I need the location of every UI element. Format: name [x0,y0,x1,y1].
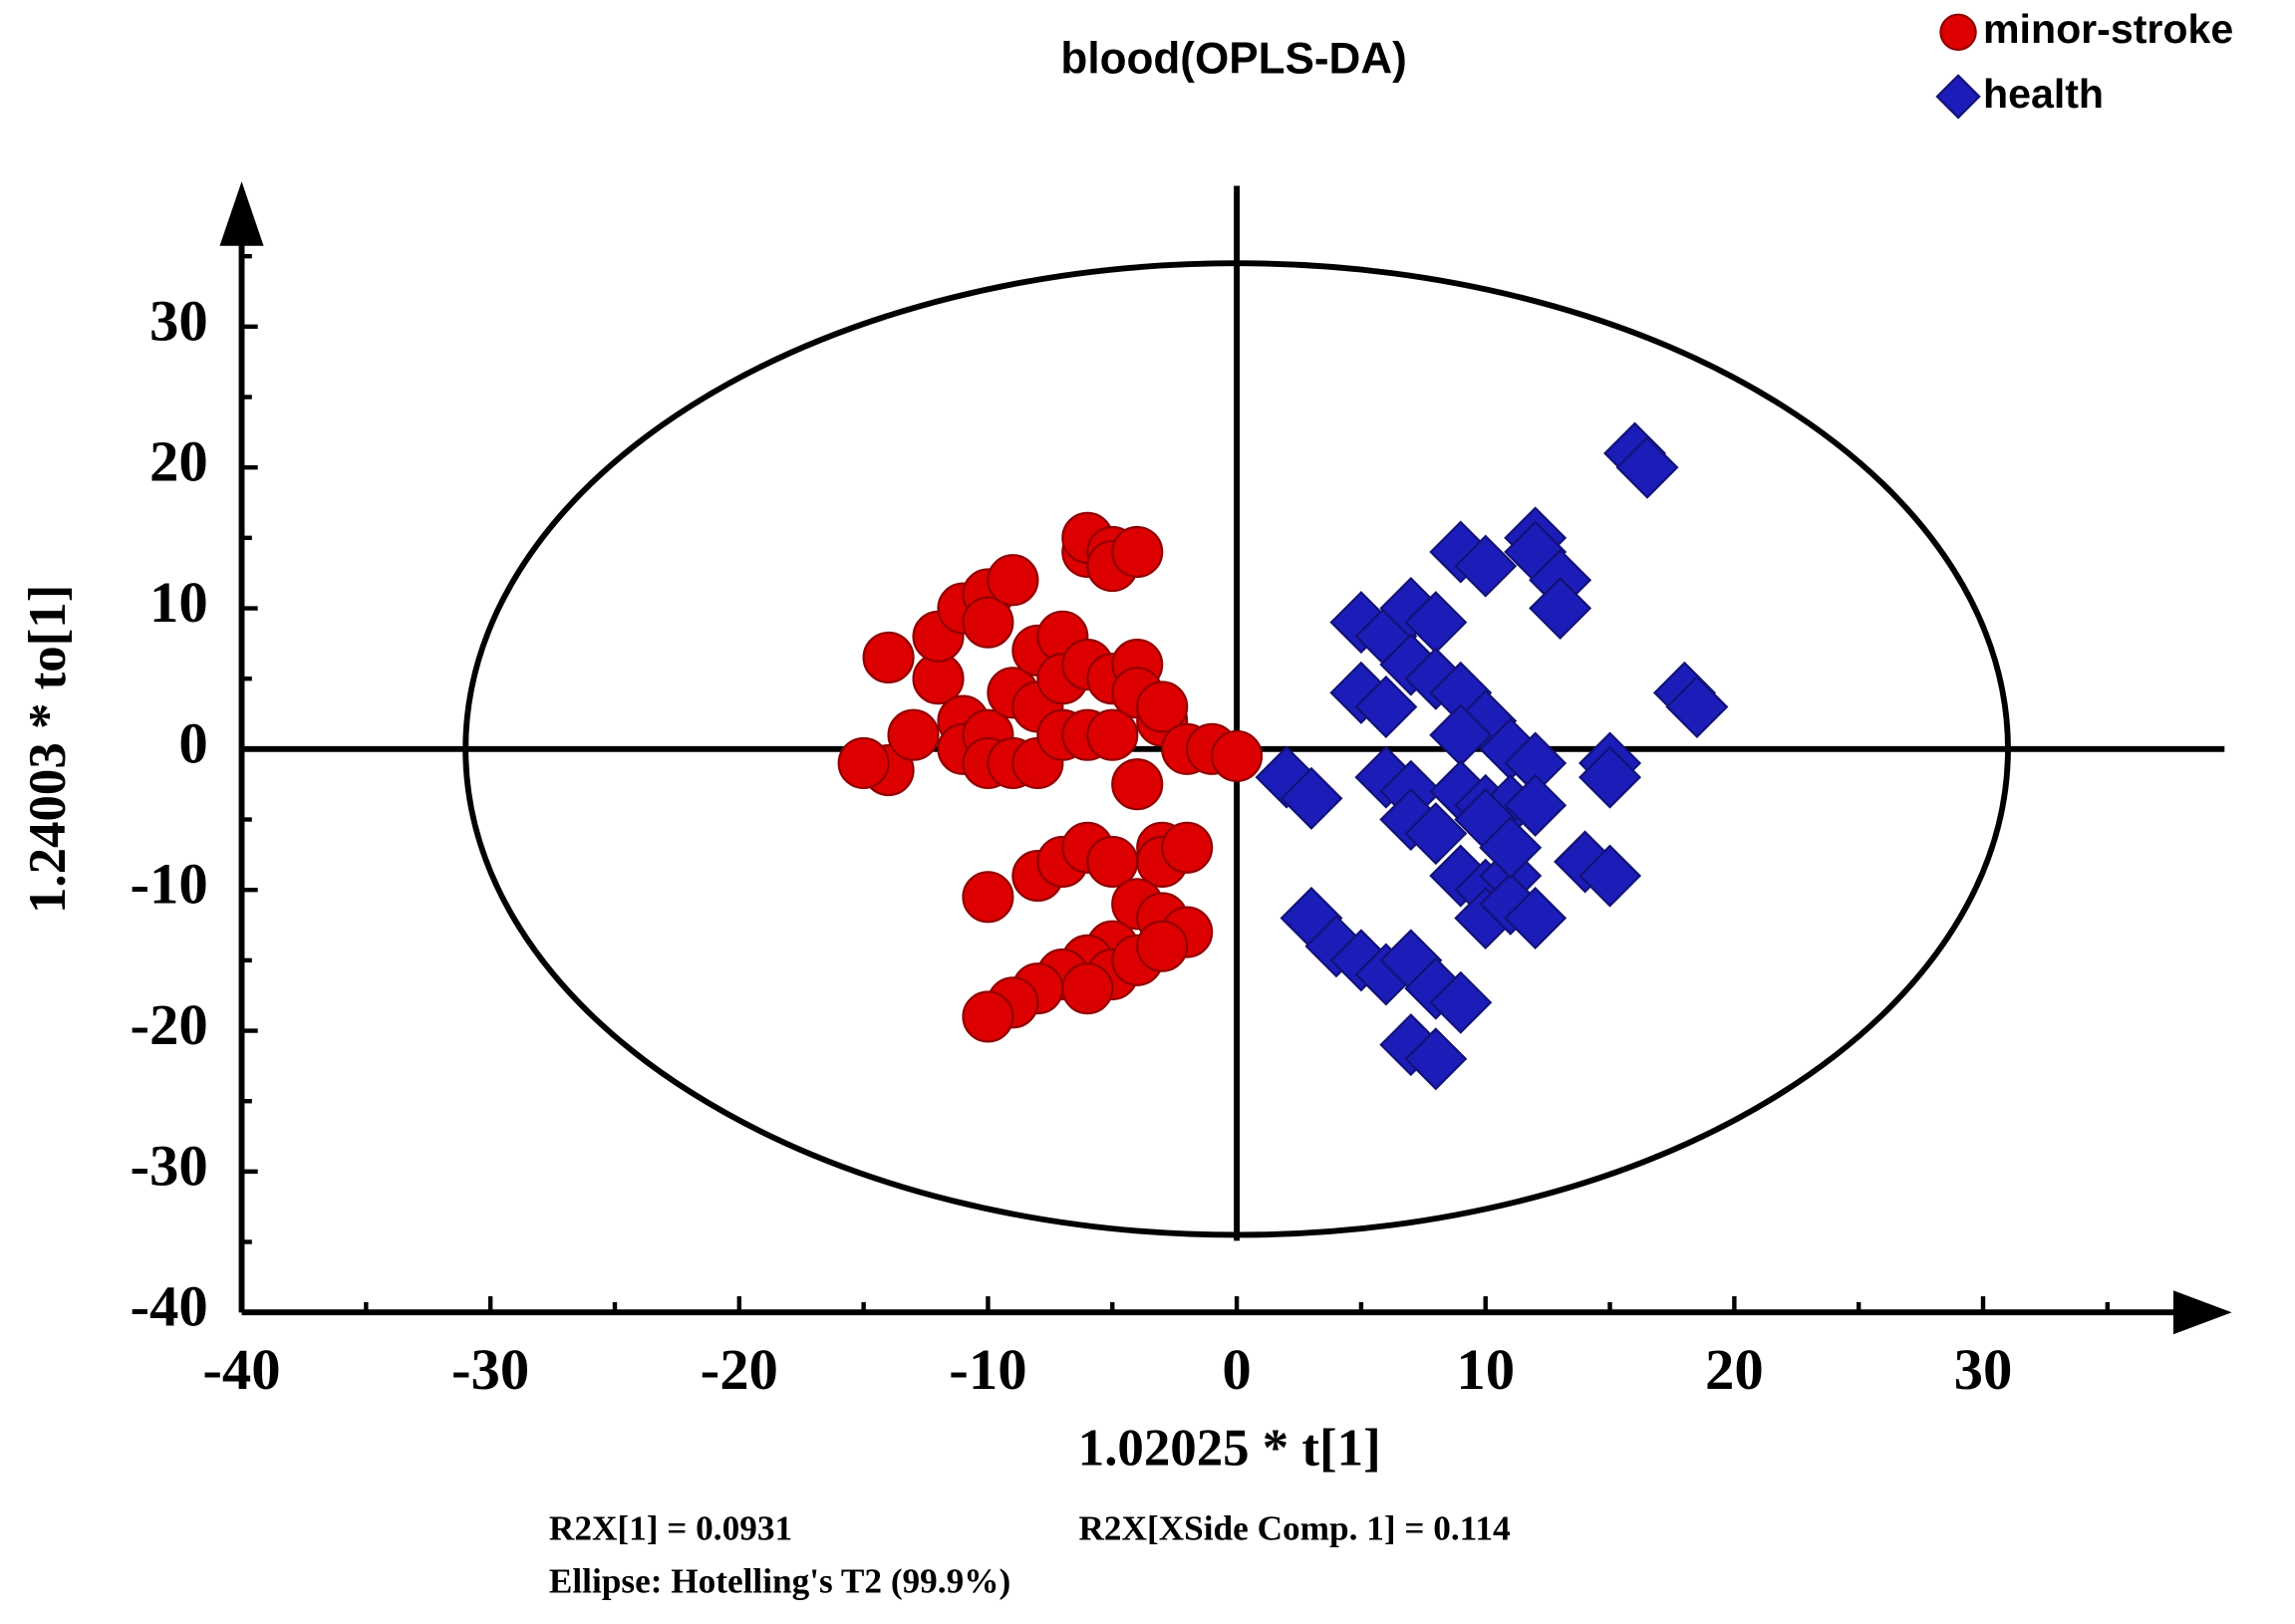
circle-marker [962,596,1014,649]
circle-marker [1061,962,1114,1015]
diamond-marker [1454,534,1518,598]
diamond-marker [1665,675,1729,738]
diamond-marker [1354,675,1418,738]
y-tick-label: 30 [149,288,208,353]
y-tick-label: 20 [149,429,208,494]
annotation: R2X[1] = 0.0931 [549,1509,792,1548]
circle-marker [1111,758,1164,811]
circle-marker [1136,680,1189,733]
y-tick-label: -20 [130,992,207,1057]
x-tick-label: -10 [949,1337,1026,1402]
y-axis-arrow [219,181,264,246]
legend-label: health [1983,71,2104,117]
diamond-marker [1578,745,1642,809]
diamond-marker [1504,773,1568,837]
diamond-marker [1479,816,1543,880]
diamond-marker [1504,886,1568,949]
annotation: Ellipse: Hotelling's T2 (99.9%) [549,1561,1010,1600]
x-tick-label: 30 [1954,1337,2013,1402]
circle-marker [1161,821,1214,874]
legend-marker [1935,74,1981,120]
chart-title: blood(OPLS-DA) [1060,34,1406,83]
x-axis-arrow [2172,1290,2232,1335]
diamond-marker [1615,435,1679,499]
circle-marker [987,554,1039,607]
circle-marker [1111,525,1164,579]
legend-label: minor-stroke [1983,6,2233,52]
circle-marker [962,990,1014,1043]
diamond-marker [1429,970,1493,1034]
annotation: R2X[XSide Comp. 1] = 0.114 [1078,1509,1510,1548]
x-tick-label: 20 [1705,1337,1764,1402]
y-tick-label: 0 [178,710,207,775]
circle-marker [1136,920,1189,972]
circle-marker [1211,729,1264,782]
circle-marker [887,708,940,761]
diamond-marker [1280,766,1343,830]
diamond-marker [1529,577,1592,641]
circle-marker [962,871,1014,924]
y-tick-label: -10 [130,852,207,917]
y-tick-label: -30 [130,1133,207,1198]
circle-marker [837,736,890,790]
diamond-marker [1404,802,1468,866]
circle-marker [1086,708,1139,761]
x-tick-label: -30 [451,1337,529,1402]
diamond-marker [1578,844,1642,908]
y-tick-label: 10 [149,570,208,635]
x-tick-label: -20 [701,1337,778,1402]
circle-marker [862,631,915,684]
x-axis-label: 1.02025 * t[1] [1078,1419,1381,1477]
legend-marker [1939,13,1977,52]
x-tick-label: -40 [202,1337,280,1402]
x-tick-label: 10 [1456,1337,1515,1402]
x-tick-label: 0 [1222,1337,1251,1402]
y-tick-label: -40 [130,1274,207,1339]
diamond-marker [1404,1027,1468,1091]
y-axis-label: 1.24003 * to[1] [19,585,77,914]
